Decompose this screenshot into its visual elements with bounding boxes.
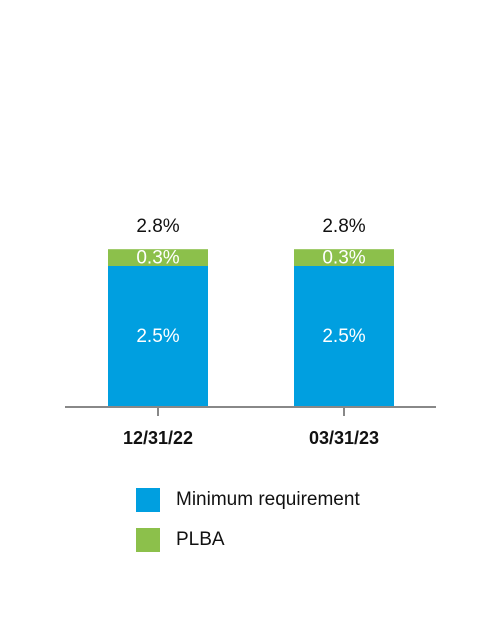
bar-segment	[108, 266, 208, 406]
legend-swatch	[136, 488, 160, 512]
segment-label: 2.5%	[322, 326, 365, 347]
total-label: 2.8%	[322, 216, 365, 237]
legend-label: Minimum requirement	[176, 489, 360, 510]
segment-label: 0.3%	[136, 248, 179, 269]
segment-label: 0.3%	[322, 248, 365, 269]
total-label: 2.8%	[136, 216, 179, 237]
bar-segment	[294, 266, 394, 406]
legend-swatch	[136, 528, 160, 552]
x-tick-label: 12/31/22	[123, 428, 193, 448]
bar-segment	[108, 249, 208, 266]
bar-segment	[294, 249, 394, 266]
legend-label: PLBA	[176, 529, 225, 550]
segment-label: 2.5%	[136, 326, 179, 347]
x-tick-label: 03/31/23	[309, 428, 379, 448]
